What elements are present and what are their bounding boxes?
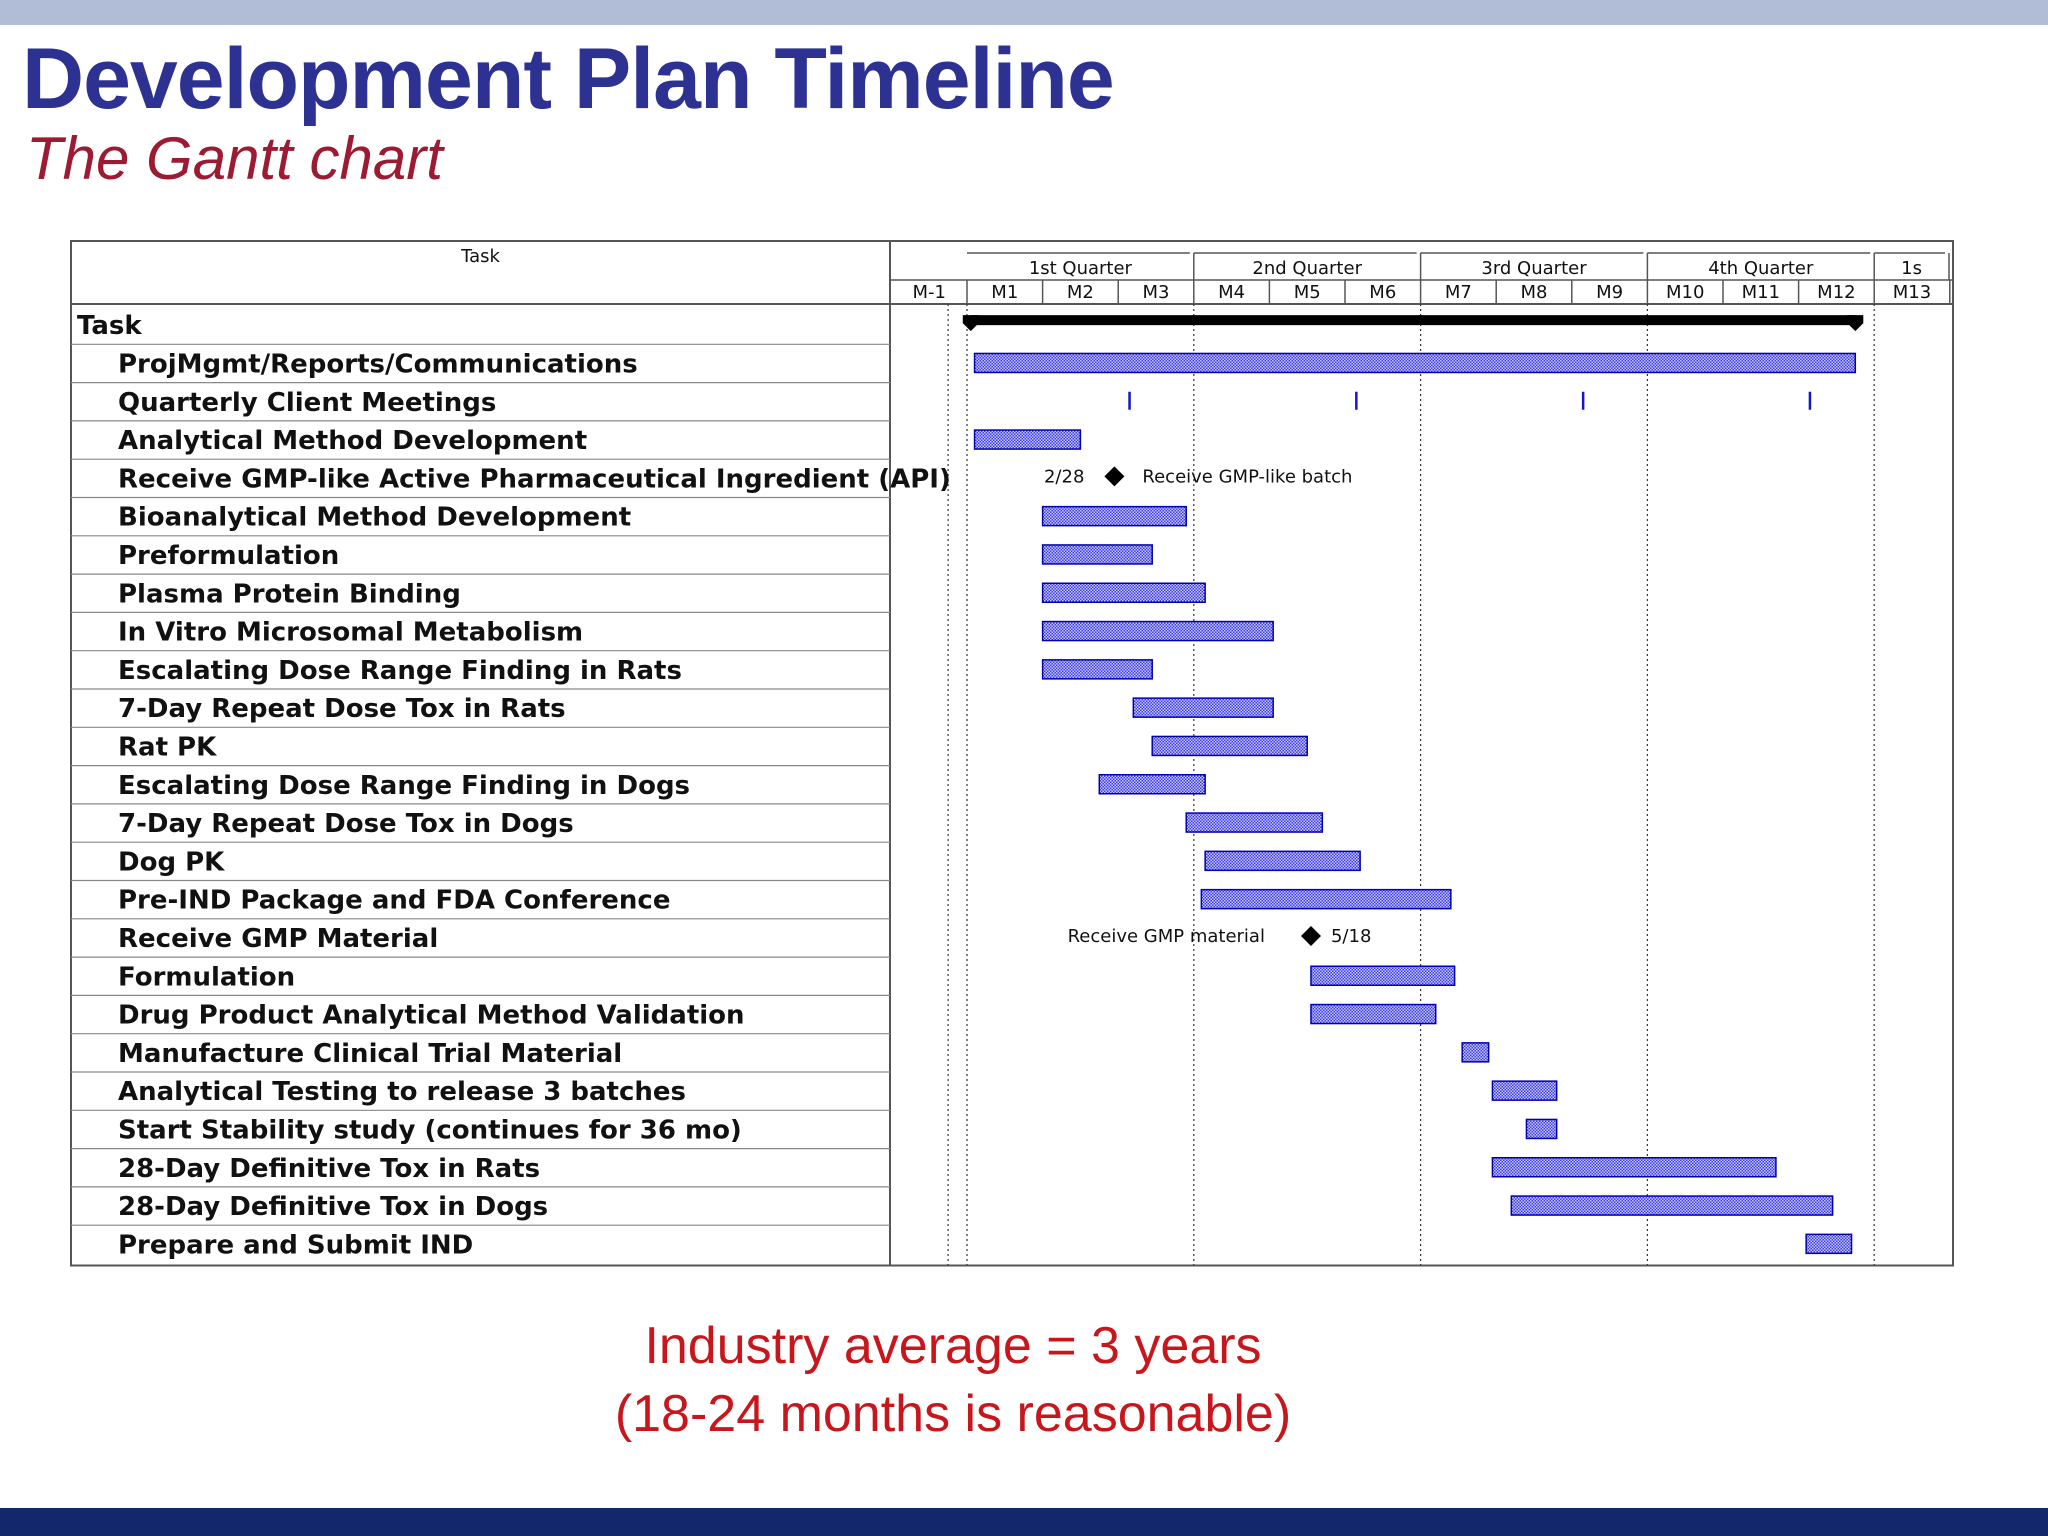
task-bar bbox=[1132, 697, 1274, 718]
task-bar bbox=[973, 352, 1857, 374]
month-label: M5 bbox=[1294, 282, 1321, 303]
task-bar bbox=[1310, 1003, 1437, 1025]
quarter-label: 1st Quarter bbox=[1029, 258, 1133, 279]
month-label: M1 bbox=[991, 282, 1018, 303]
task-label: Preformulation bbox=[118, 541, 339, 571]
chart-frame bbox=[70, 240, 1954, 1267]
summary-bar bbox=[970, 315, 1856, 326]
month-label: M6 bbox=[1369, 282, 1396, 303]
task-bar bbox=[1041, 620, 1274, 642]
task-bar bbox=[1204, 850, 1361, 872]
summary-end-cap bbox=[1847, 315, 1864, 332]
slide-subtitle: The Gantt chart bbox=[26, 125, 443, 192]
task-label: 7-Day Repeat Dose Tox in Rats bbox=[118, 694, 566, 724]
gantt-chart: Task 1st Quarter 2nd Quarter 3rd Quarter 4th… bbox=[70, 240, 1954, 1267]
quarter-label: 4th Quarter bbox=[1708, 258, 1814, 279]
month-label: M2 bbox=[1067, 282, 1094, 303]
task-label: Bioanalytical Method Development bbox=[118, 503, 631, 533]
month-label: M13 bbox=[1893, 282, 1931, 303]
task-bar bbox=[1041, 582, 1206, 603]
task-label: Quarterly Client Meetings bbox=[118, 388, 496, 418]
month-label: M9 bbox=[1596, 282, 1623, 303]
task-bar bbox=[1041, 505, 1187, 527]
task-label: Receive GMP Material bbox=[118, 924, 438, 954]
task-bar bbox=[1200, 888, 1452, 910]
footnote: Industry average = 3 years (18-24 months… bbox=[0, 1312, 1906, 1448]
footnote-line-1: Industry average = 3 years bbox=[644, 1317, 1262, 1375]
top-accent-bar bbox=[0, 0, 2048, 25]
task-label: Start Stability study (continues for 36 … bbox=[118, 1115, 742, 1145]
task-label: Receive GMP-like Active Pharmaceutical I… bbox=[118, 464, 951, 494]
month-label: M10 bbox=[1666, 282, 1704, 303]
task-bar bbox=[1185, 812, 1324, 833]
task-bar bbox=[1510, 1195, 1834, 1216]
task-bar bbox=[1151, 735, 1308, 757]
task-bar bbox=[1461, 1042, 1490, 1063]
task-label: ProjMgmt/Reports/Communications bbox=[118, 349, 638, 379]
milestone-diamond bbox=[1104, 466, 1125, 487]
quarter-label: 2nd Quarter bbox=[1252, 258, 1362, 279]
slide-title: Development Plan Timeline bbox=[22, 31, 1115, 127]
milestone-diamond bbox=[1300, 925, 1321, 946]
task-label: 7-Day Repeat Dose Tox in Dogs bbox=[118, 809, 574, 839]
quarter-label: 3rd Quarter bbox=[1481, 258, 1587, 279]
task-bar bbox=[1491, 1080, 1558, 1101]
month-label: M-1 bbox=[912, 282, 945, 303]
task-bar bbox=[1041, 659, 1153, 680]
task-bar bbox=[1098, 774, 1206, 795]
milestone-date: 2/28 bbox=[1044, 466, 1084, 487]
month-label: M11 bbox=[1742, 282, 1780, 303]
task-bar bbox=[1805, 1233, 1853, 1255]
bottom-accent-bar bbox=[0, 1508, 2048, 1536]
task-label: Drug Product Analytical Method Validatio… bbox=[118, 1001, 745, 1031]
task-bar bbox=[1525, 1118, 1558, 1140]
task-label: Dog PK bbox=[118, 847, 225, 877]
summary-start-cap bbox=[962, 315, 979, 332]
task-label: Plasma Protein Binding bbox=[118, 579, 461, 609]
task-label: 28-Day Definitive Tox in Dogs bbox=[118, 1192, 548, 1222]
task-label: Pre-IND Package and FDA Conference bbox=[118, 886, 670, 916]
month-label: M7 bbox=[1445, 282, 1472, 303]
milestone-date: 5/18 bbox=[1331, 926, 1371, 947]
month-label: M12 bbox=[1817, 282, 1855, 303]
task-label: Escalating Dose Range Finding in Rats bbox=[118, 656, 682, 686]
month-label: M3 bbox=[1143, 282, 1170, 303]
task-label: Manufacture Clinical Trial Material bbox=[118, 1039, 622, 1069]
footnote-line-2: (18-24 months is reasonable) bbox=[614, 1385, 1292, 1443]
month-label: M8 bbox=[1521, 282, 1548, 303]
quarter-label: 1s bbox=[1901, 258, 1922, 279]
milestone-note: Receive GMP material bbox=[1068, 926, 1265, 947]
task-bar bbox=[973, 429, 1082, 450]
task-label: Rat PK bbox=[118, 732, 217, 762]
task-label: In Vitro Microsomal Metabolism bbox=[118, 618, 583, 648]
milestone-note: Receive GMP-like batch bbox=[1142, 466, 1352, 487]
month-label: M4 bbox=[1218, 282, 1245, 303]
task-bar bbox=[1041, 544, 1153, 565]
task-label: Formulation bbox=[118, 962, 295, 992]
task-label: Escalating Dose Range Finding in Dogs bbox=[118, 771, 690, 801]
task-bar bbox=[1310, 965, 1456, 986]
task-label: Task bbox=[77, 311, 142, 341]
task-label: Analytical Method Development bbox=[118, 426, 587, 456]
task-column-header: Task bbox=[460, 246, 500, 267]
task-label: Prepare and Submit IND bbox=[118, 1230, 473, 1260]
task-bar bbox=[1491, 1157, 1777, 1178]
task-label: Analytical Testing to release 3 batches bbox=[118, 1077, 686, 1107]
task-label: 28-Day Definitive Tox in Rats bbox=[118, 1154, 540, 1184]
